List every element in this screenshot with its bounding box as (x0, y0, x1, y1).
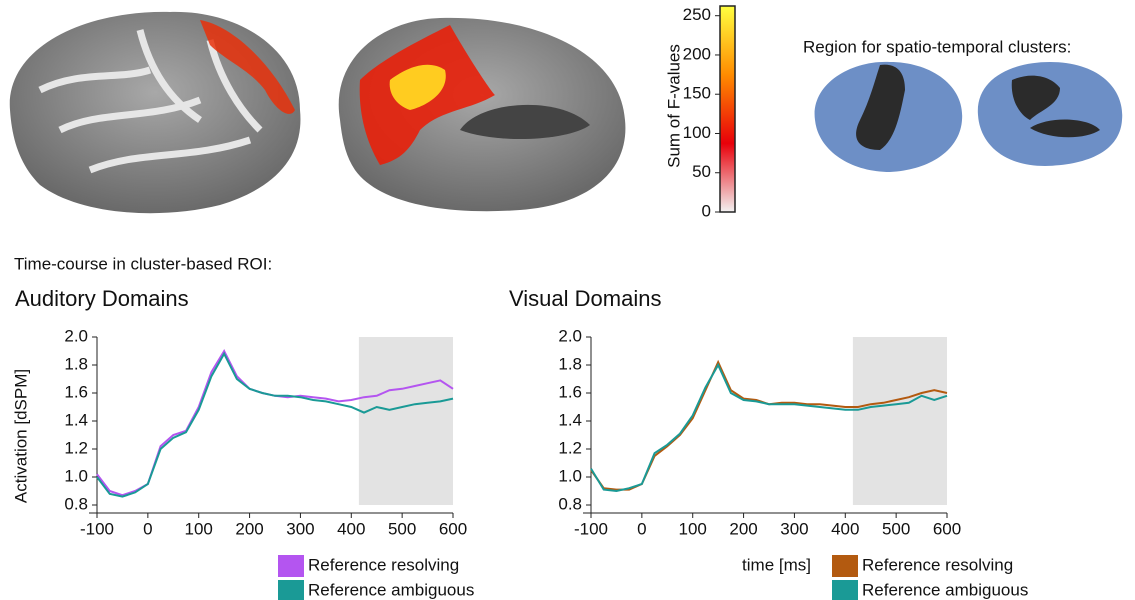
y-tick-label: 1.6 (558, 382, 582, 401)
brain-medial (339, 18, 626, 211)
y-tick-label: 1.8 (64, 354, 88, 373)
region-brain-medial (978, 62, 1122, 166)
x-tick-label: 0 (143, 519, 152, 538)
x-tick-label: -100 (574, 519, 608, 538)
x-tick-label: 100 (185, 519, 213, 538)
chart-title: Visual Domains (509, 286, 661, 311)
legend-swatch (832, 580, 858, 600)
x-tick-label: 0 (637, 519, 646, 538)
x-tick-label: 400 (337, 519, 365, 538)
y-tick-label: 100 (683, 123, 711, 142)
y-tick-label: 1.0 (64, 466, 88, 485)
section-label: Time-course in cluster-based ROI: (14, 254, 272, 273)
y-tick-label: 1.8 (558, 354, 582, 373)
shaded-region (853, 337, 947, 505)
y-tick-label: 1.0 (558, 466, 582, 485)
chart-title: Auditory Domains (15, 286, 189, 311)
x-tick-label: 600 (439, 519, 467, 538)
x-tick-label: 100 (679, 519, 707, 538)
y-axis-label: Sum of F-values (664, 44, 683, 168)
y-tick-label: 150 (683, 84, 711, 103)
legend-label: Reference ambiguous (308, 580, 474, 599)
legend-swatch (278, 580, 304, 600)
region-label: Region for spatio-temporal clusters: (803, 37, 1071, 56)
x-tick-label: 400 (831, 519, 859, 538)
y-tick-label: 1.4 (558, 410, 582, 429)
x-tick-label: 200 (729, 519, 757, 538)
legend-swatch (278, 555, 304, 577)
y-tick-label: 250 (683, 5, 711, 24)
figure: Region for spatio-temporal clusters: Tim… (0, 0, 1135, 600)
y-tick-label: 2.0 (558, 326, 582, 345)
x-tick-label: 300 (780, 519, 808, 538)
y-tick-label: 0.8 (558, 494, 582, 513)
legend-label: Reference ambiguous (862, 580, 1028, 599)
y-tick-label: 1.6 (64, 382, 88, 401)
y-axis-label: Activation [dSPM] (11, 369, 30, 503)
legend-label: Reference resolving (308, 555, 459, 574)
x-tick-label: 200 (235, 519, 263, 538)
y-tick-label: 1.4 (64, 410, 88, 429)
colorbar (720, 6, 735, 212)
region-brain-lateral (815, 62, 963, 172)
y-tick-label: 0.8 (64, 494, 88, 513)
y-tick-label: 50 (692, 162, 711, 181)
legend-swatch (832, 555, 858, 577)
brain-lateral (10, 12, 301, 213)
y-tick-label: 0 (702, 201, 711, 220)
y-tick-label: 2.0 (64, 326, 88, 345)
shaded-region (359, 337, 453, 505)
x-tick-label: 500 (388, 519, 416, 538)
x-tick-label: 600 (933, 519, 961, 538)
x-tick-label: -100 (80, 519, 114, 538)
y-tick-label: 1.2 (558, 438, 582, 457)
legend-label: Reference resolving (862, 555, 1013, 574)
x-axis-label: time [ms] (742, 555, 811, 574)
y-tick-label: 200 (683, 44, 711, 63)
x-tick-label: 300 (286, 519, 314, 538)
x-tick-label: 500 (882, 519, 910, 538)
y-tick-label: 1.2 (64, 438, 88, 457)
